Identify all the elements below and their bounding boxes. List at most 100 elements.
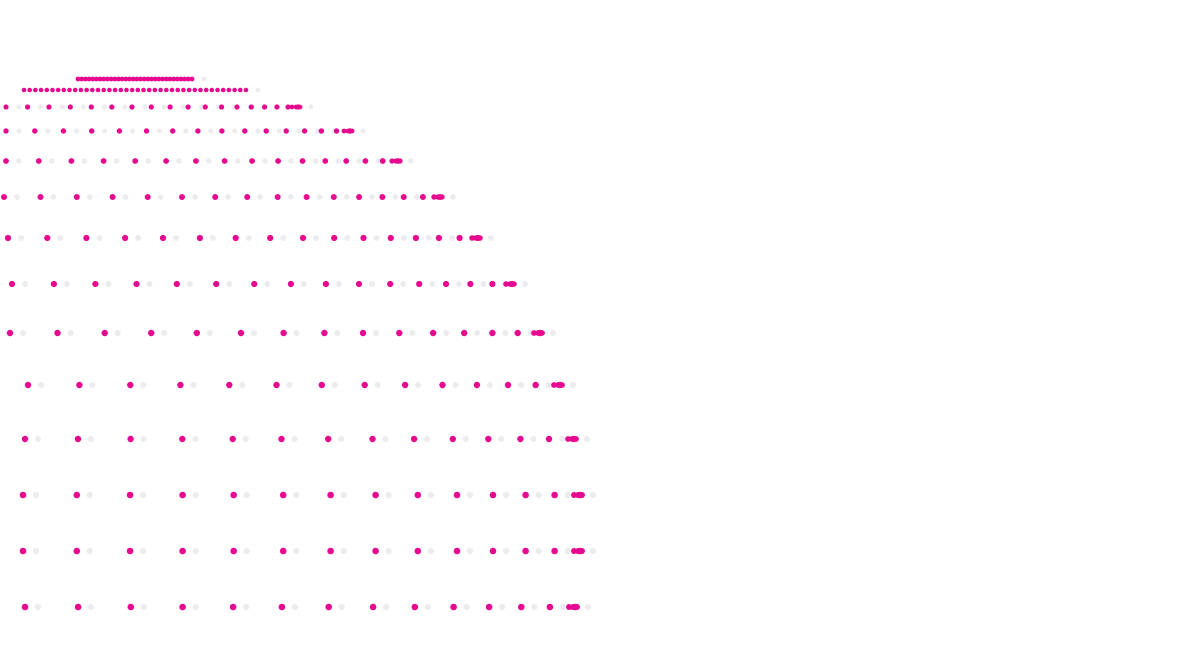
- ghost-dot: [180, 104, 186, 110]
- ghost-dot: [96, 235, 103, 241]
- globe-dot: [73, 547, 81, 555]
- globe-dot: [158, 87, 163, 93]
- globe-dot: [287, 280, 294, 288]
- ghost-dot: [32, 491, 40, 499]
- globe-dot: [118, 87, 124, 93]
- globe-dot: [449, 435, 456, 443]
- globe-dot: [167, 76, 173, 82]
- globe-dot: [522, 547, 529, 555]
- ghost-dot: [34, 435, 42, 443]
- ghost-dot: [226, 281, 233, 287]
- globe-dot: [148, 104, 154, 110]
- globe-dot: [522, 491, 529, 499]
- ghost-dot: [176, 158, 182, 164]
- globe-dot: [532, 381, 539, 389]
- globe-dot: [473, 235, 479, 241]
- ghost-dot: [242, 435, 249, 443]
- ghost-dot: [427, 547, 434, 555]
- globe-dot: [182, 76, 188, 82]
- globe-dot: [221, 158, 228, 164]
- ghost-dot: [559, 603, 567, 611]
- globe-dot: [149, 76, 154, 82]
- globe-dot: [485, 603, 493, 611]
- ghost-dot: [192, 603, 199, 611]
- globe-dot: [453, 491, 461, 499]
- ghost-dot: [140, 603, 147, 611]
- ghost-dot: [45, 128, 51, 134]
- ghost-dot: [34, 603, 42, 611]
- ghost-dot: [375, 158, 382, 164]
- globe-dot: [109, 194, 116, 200]
- globe-dot: [6, 329, 14, 337]
- globe-dot: [61, 87, 67, 93]
- globe-dot: [229, 603, 237, 611]
- globe-dot: [579, 548, 585, 554]
- globe-dot: [301, 128, 308, 134]
- globe-dot: [469, 235, 475, 241]
- ghost-dot: [139, 547, 147, 555]
- globe-dot: [189, 76, 195, 82]
- globe-dot: [299, 234, 307, 242]
- ghost-dot: [156, 128, 163, 134]
- ghost-dot: [206, 329, 213, 337]
- globe-dot: [442, 280, 450, 288]
- globe-dot: [101, 87, 106, 93]
- ghost-dot: [250, 329, 258, 337]
- globe-dot: [401, 381, 409, 389]
- globe-dot: [349, 128, 355, 134]
- globe-dot: [551, 491, 558, 499]
- ghost-dot: [486, 381, 493, 389]
- globe-dot: [551, 547, 558, 555]
- ghost-dot: [206, 158, 212, 164]
- globe-dot: [219, 104, 225, 110]
- globe-dot: [215, 87, 220, 93]
- globe-dot: [79, 76, 85, 82]
- ghost-dot: [385, 491, 392, 499]
- globe-dot: [274, 104, 280, 110]
- ghost-dot: [142, 104, 148, 110]
- globe-dot: [453, 547, 461, 555]
- globe-dot: [275, 158, 281, 164]
- globe-dot: [169, 87, 175, 93]
- globe-dot: [393, 158, 399, 164]
- ghost-dot: [122, 104, 128, 110]
- globe-dot: [19, 491, 27, 499]
- ghost-dot: [209, 235, 216, 241]
- globe-dot: [559, 382, 565, 388]
- globe-dot: [46, 104, 52, 110]
- ghost-dot: [424, 435, 431, 443]
- ghost-dot: [400, 281, 407, 287]
- globe-dot: [229, 435, 236, 443]
- globe-dot: [251, 280, 258, 288]
- globe-dot: [171, 76, 177, 82]
- ghost-dot: [280, 235, 287, 241]
- ghost-dot: [293, 547, 300, 555]
- globe-dot: [555, 382, 561, 388]
- globe-dot: [248, 104, 254, 110]
- globe-dot: [565, 436, 571, 442]
- ghost-dot: [535, 491, 542, 499]
- ghost-dot: [498, 435, 505, 443]
- globe-dots: [1, 76, 585, 611]
- globe-dot: [249, 158, 256, 164]
- ghost-dot: [293, 491, 300, 499]
- globe-dot: [159, 234, 167, 242]
- globe-dot: [127, 381, 134, 389]
- globe-dot: [303, 194, 310, 200]
- ghost-dot: [102, 128, 108, 134]
- globe-dot: [67, 104, 73, 110]
- ghost-dot: [382, 435, 389, 443]
- globe-dot: [343, 158, 350, 164]
- ghost-dot: [373, 235, 380, 241]
- globe-dot: [177, 381, 184, 389]
- globe-dot: [138, 76, 143, 82]
- globe-dot: [1, 194, 7, 200]
- ghost-dot: [340, 491, 347, 499]
- globe-dot: [27, 87, 32, 93]
- ghost-dot: [549, 329, 557, 337]
- globe-dot: [75, 76, 81, 82]
- globe-dot: [327, 547, 334, 555]
- globe-dot: [504, 381, 512, 389]
- globe-dot: [170, 128, 176, 134]
- ghost-dot: [57, 235, 64, 241]
